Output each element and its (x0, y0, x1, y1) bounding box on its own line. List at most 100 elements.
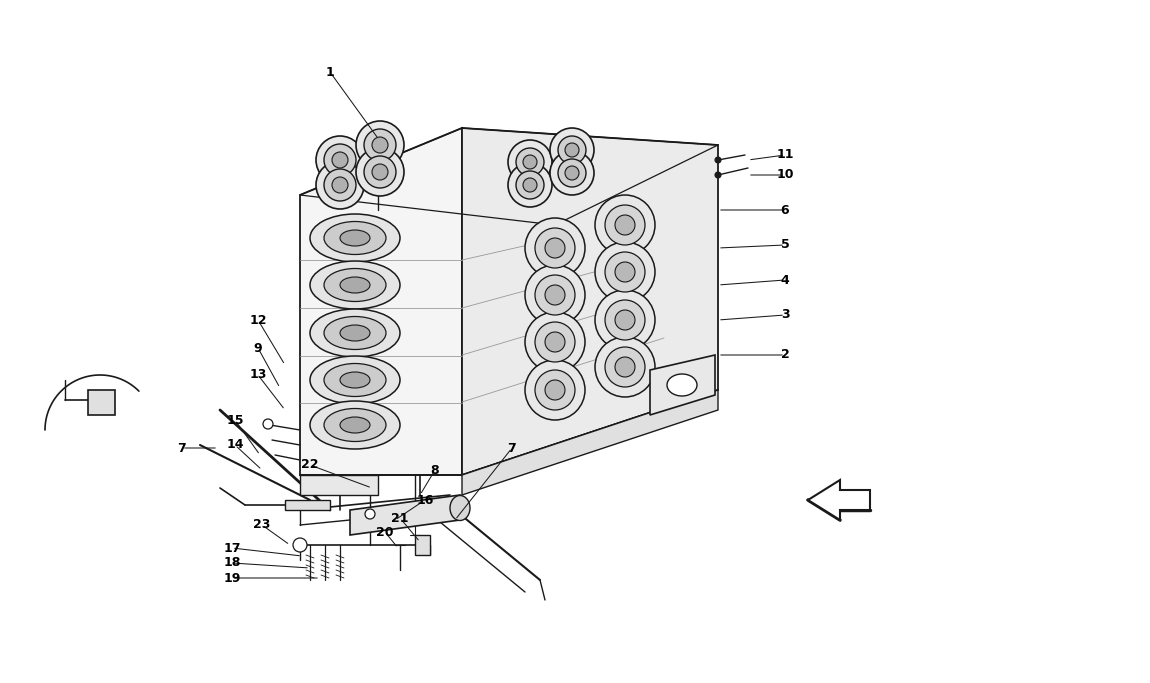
Polygon shape (300, 130, 715, 225)
Circle shape (365, 129, 396, 161)
Circle shape (545, 380, 565, 400)
Polygon shape (650, 355, 715, 415)
Text: 7: 7 (177, 441, 186, 454)
Circle shape (595, 195, 656, 255)
Text: 13: 13 (250, 369, 267, 382)
Ellipse shape (667, 374, 697, 396)
Circle shape (324, 144, 356, 176)
Text: 7: 7 (507, 441, 516, 454)
Circle shape (293, 538, 307, 552)
Text: 10: 10 (776, 169, 793, 182)
Polygon shape (285, 500, 330, 510)
Circle shape (595, 290, 656, 350)
Circle shape (526, 312, 585, 372)
Circle shape (545, 332, 565, 352)
Circle shape (371, 137, 388, 153)
Text: 3: 3 (781, 309, 789, 322)
Circle shape (365, 509, 375, 519)
Ellipse shape (324, 408, 386, 441)
Ellipse shape (310, 356, 400, 404)
Circle shape (316, 161, 365, 209)
Circle shape (535, 228, 575, 268)
Circle shape (371, 164, 388, 180)
Circle shape (605, 347, 645, 387)
Circle shape (324, 169, 356, 201)
Circle shape (356, 148, 404, 196)
Circle shape (316, 136, 365, 184)
Polygon shape (462, 390, 718, 495)
Circle shape (615, 262, 635, 282)
Circle shape (615, 357, 635, 377)
Text: 1: 1 (325, 66, 335, 79)
Circle shape (595, 337, 656, 397)
Circle shape (558, 159, 586, 187)
Circle shape (332, 177, 348, 193)
Polygon shape (300, 475, 378, 495)
Ellipse shape (310, 309, 400, 357)
Text: 20: 20 (376, 525, 393, 538)
Circle shape (516, 148, 544, 176)
Text: 8: 8 (431, 464, 439, 477)
Circle shape (615, 310, 635, 330)
Circle shape (565, 143, 578, 157)
Text: 21: 21 (391, 512, 408, 525)
Text: 23: 23 (253, 518, 270, 531)
Circle shape (535, 370, 575, 410)
Ellipse shape (324, 316, 386, 350)
Circle shape (332, 152, 348, 168)
Text: 17: 17 (223, 542, 240, 555)
Text: 4: 4 (781, 273, 789, 286)
Circle shape (550, 128, 595, 172)
Circle shape (545, 285, 565, 305)
Text: 9: 9 (254, 342, 262, 354)
Polygon shape (462, 128, 718, 475)
Ellipse shape (450, 495, 470, 520)
Text: 11: 11 (776, 148, 793, 161)
Circle shape (595, 242, 656, 302)
Circle shape (550, 151, 595, 195)
Circle shape (523, 155, 537, 169)
Ellipse shape (340, 230, 370, 246)
Circle shape (526, 218, 585, 278)
Circle shape (715, 172, 721, 178)
Ellipse shape (310, 214, 400, 262)
Circle shape (508, 140, 552, 184)
Circle shape (615, 215, 635, 235)
Circle shape (535, 275, 575, 315)
Ellipse shape (324, 268, 386, 301)
Circle shape (558, 136, 586, 164)
Circle shape (523, 178, 537, 192)
Circle shape (365, 156, 396, 188)
Ellipse shape (340, 417, 370, 433)
Text: 12: 12 (250, 313, 267, 326)
Text: 16: 16 (416, 494, 434, 507)
Polygon shape (300, 128, 462, 475)
Ellipse shape (324, 363, 386, 397)
Polygon shape (415, 535, 430, 555)
Circle shape (263, 419, 273, 429)
Polygon shape (89, 390, 115, 415)
Circle shape (545, 238, 565, 258)
Text: 2: 2 (781, 348, 789, 361)
Ellipse shape (340, 325, 370, 341)
Circle shape (526, 360, 585, 420)
Ellipse shape (310, 401, 400, 449)
Circle shape (715, 157, 721, 163)
Text: 19: 19 (223, 572, 240, 585)
Text: 6: 6 (781, 204, 789, 217)
Ellipse shape (340, 372, 370, 388)
Circle shape (535, 322, 575, 362)
Circle shape (356, 121, 404, 169)
Circle shape (605, 300, 645, 340)
Ellipse shape (310, 261, 400, 309)
Text: 22: 22 (301, 458, 319, 471)
Text: 5: 5 (781, 238, 789, 251)
Text: 14: 14 (227, 438, 244, 451)
Circle shape (526, 265, 585, 325)
Ellipse shape (340, 277, 370, 293)
Circle shape (508, 163, 552, 207)
Text: 18: 18 (223, 557, 240, 570)
Polygon shape (808, 480, 871, 520)
Circle shape (605, 252, 645, 292)
Text: 15: 15 (227, 413, 244, 426)
